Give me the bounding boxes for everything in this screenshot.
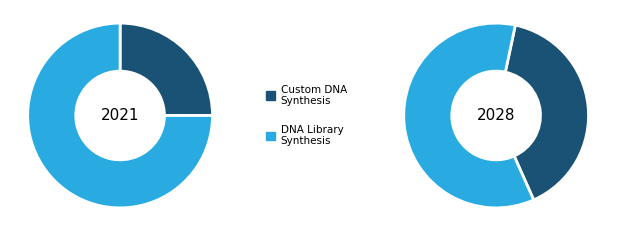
Text: 2021: 2021 xyxy=(101,108,139,123)
Wedge shape xyxy=(404,23,533,208)
Wedge shape xyxy=(120,23,212,116)
Wedge shape xyxy=(28,23,212,208)
Wedge shape xyxy=(506,25,588,200)
Legend: Custom DNA
Synthesis, DNA Library
Synthesis: Custom DNA Synthesis, DNA Library Synthe… xyxy=(266,85,347,146)
Text: 2028: 2028 xyxy=(477,108,515,123)
